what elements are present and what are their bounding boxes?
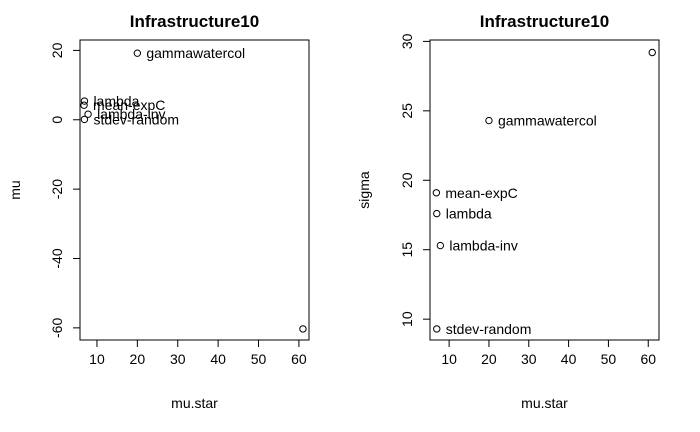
data-point	[433, 325, 441, 333]
y-tick-label: -40	[49, 248, 65, 268]
chart-title: Infrastructure10	[480, 12, 609, 31]
chart-title: Infrastructure10	[130, 12, 259, 31]
data-point	[80, 97, 89, 105]
x-axis-label: mu.star	[521, 395, 568, 411]
x-tick-label: 50	[251, 351, 267, 367]
x-tick-label: 50	[601, 351, 617, 367]
x-tick-label: 60	[640, 351, 656, 367]
y-tick-label: -20	[49, 179, 65, 199]
data-label: lambda	[446, 206, 492, 222]
data-point	[133, 49, 142, 57]
x-tick-label: 20	[130, 351, 146, 367]
y-axis-label: mu	[7, 180, 23, 199]
data-point	[80, 101, 88, 109]
data-label: gammawatercol	[498, 113, 597, 129]
chart-panel-mu: Infrastructure10 10 20 30 40 50 60 -60 -40 -20 0 20…	[7, 12, 310, 411]
x-tick-label: 40	[561, 351, 577, 367]
y-tick-label: 30	[399, 33, 415, 49]
data-label: gammawatercol	[146, 45, 245, 61]
data-label: lambda-inv	[97, 106, 165, 122]
data-label: mean-expC	[93, 97, 165, 113]
data-label: stdev-random	[93, 111, 179, 127]
data-point	[432, 189, 441, 197]
data-point	[436, 241, 445, 250]
data-point	[433, 209, 441, 218]
y-tick-label: 0	[49, 116, 65, 124]
y-tick-label: 20	[399, 172, 415, 188]
x-tick-label: 40	[210, 351, 226, 367]
y-tick-label: 25	[399, 103, 415, 119]
data-label: lambda-inv	[449, 238, 517, 254]
chart-panel-sigma: Infrastructure10 10 20 30 40 50 60 10 15 20 25 30 mu…	[356, 12, 660, 411]
data-point	[299, 325, 307, 333]
x-tick-label: 10	[441, 351, 457, 367]
data-label: mean-expC	[445, 185, 517, 201]
plot-frame	[79, 39, 310, 341]
data-label: lambda	[93, 93, 139, 109]
data-point	[80, 115, 89, 124]
x-tick-label: 10	[89, 351, 105, 367]
data-point	[485, 116, 493, 125]
x-tick-label: 30	[521, 351, 537, 367]
x-tick-label: 60	[291, 351, 307, 367]
y-tick-label: -60	[49, 318, 65, 338]
y-tick-label: 20	[49, 42, 65, 58]
x-axis-label: mu.star	[171, 395, 218, 411]
x-tick-label: 30	[170, 351, 186, 367]
y-tick-label: 15	[399, 242, 415, 258]
data-point	[648, 48, 656, 57]
y-tick-label: 10	[399, 311, 415, 327]
y-axis-label: sigma	[356, 171, 372, 209]
data-label: stdev-random	[446, 321, 532, 337]
x-tick-label: 20	[481, 351, 497, 367]
data-point	[84, 110, 92, 118]
